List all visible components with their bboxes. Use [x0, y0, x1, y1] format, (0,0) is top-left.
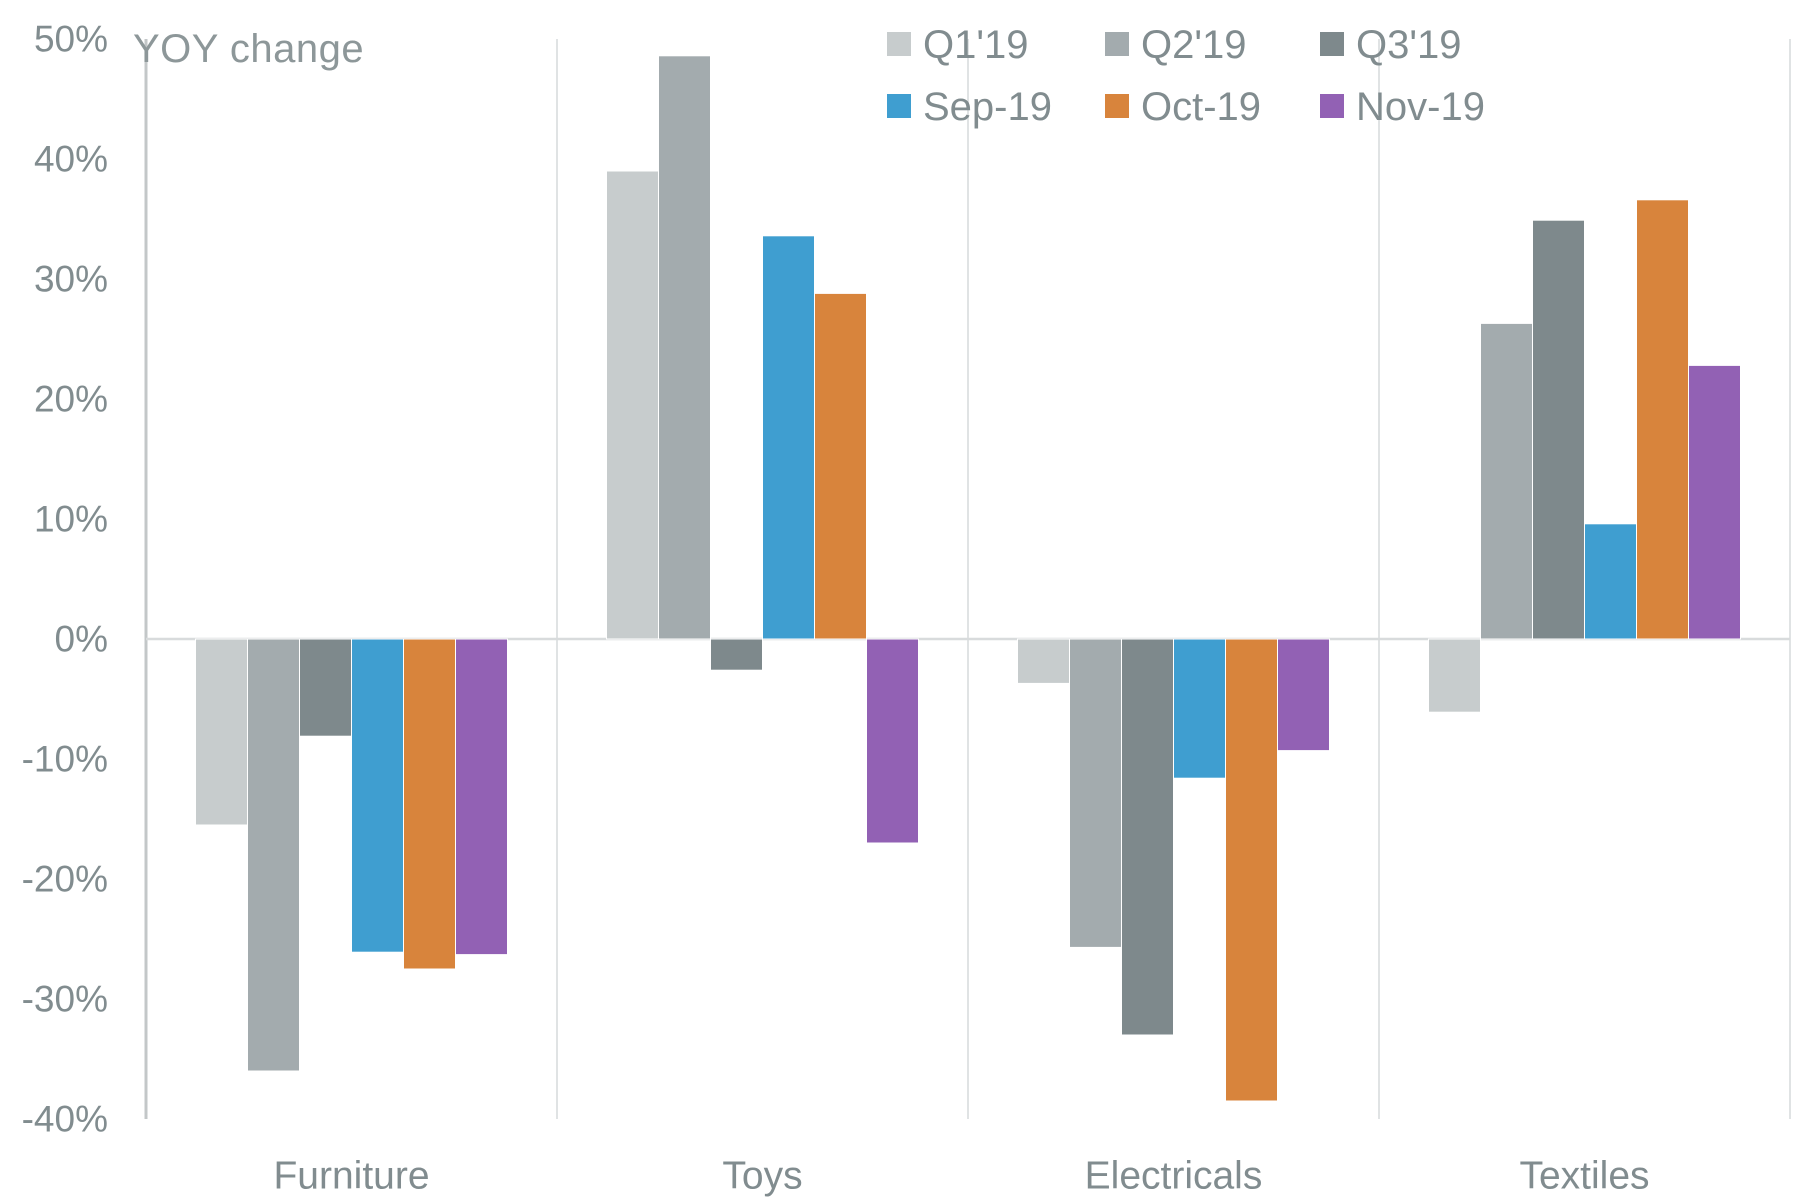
bar-furniture-sep-19 [351, 638, 404, 953]
bar-electricals-q2-19 [1069, 638, 1122, 948]
legend-swatch-q2-19 [1105, 32, 1129, 56]
y-axis-title: YOY change [133, 27, 365, 71]
y-tick-label-0-: 0% [55, 619, 108, 660]
bar-electricals-q3-19 [1121, 638, 1174, 1036]
legend-label-sep-19: Sep-19 [923, 85, 1052, 129]
bar-toys-oct-19 [814, 292, 867, 640]
legend-label-q2-19: Q2'19 [1141, 23, 1247, 67]
legend-swatch-oct-19 [1105, 94, 1129, 118]
legend-label-q3-19: Q3'19 [1356, 23, 1462, 67]
bar-furniture-q1-19 [195, 638, 248, 826]
bar-toys-q2-19 [658, 55, 711, 640]
y-tick-label--20-: -20% [22, 859, 108, 900]
legend-label-nov-19: Nov-19 [1356, 85, 1485, 129]
bar-furniture-oct-19 [403, 638, 456, 970]
legend-swatch-q3-19 [1320, 32, 1344, 56]
bar-electricals-nov-19 [1277, 638, 1330, 752]
y-tick-label--30-: -30% [22, 979, 108, 1020]
legend-swatch-q1-19 [887, 32, 911, 56]
y-tick-label--40-: -40% [22, 1099, 108, 1140]
legend-label-q1-19: Q1'19 [923, 23, 1029, 67]
y-tick-label-20-: 20% [34, 379, 108, 420]
bar-furniture-q3-19 [299, 638, 352, 737]
category-label-furniture: Furniture [273, 1155, 429, 1198]
bar-textiles-q2-19 [1480, 322, 1533, 640]
bar-textiles-oct-19 [1636, 199, 1689, 640]
legend-swatch-nov-19 [1320, 94, 1344, 118]
bar-toys-nov-19 [866, 638, 919, 844]
category-label-toys: Toys [722, 1155, 802, 1198]
bar-textiles-sep-19 [1584, 523, 1637, 640]
bar-electricals-oct-19 [1225, 638, 1278, 1102]
bar-toys-q3-19 [710, 638, 763, 671]
bar-textiles-q1-19 [1428, 638, 1481, 713]
bar-textiles-nov-19 [1688, 364, 1741, 640]
bar-electricals-sep-19 [1173, 638, 1226, 779]
y-tick-label-30-: 30% [34, 259, 108, 300]
bar-textiles-q3-19 [1532, 219, 1585, 640]
bar-furniture-nov-19 [455, 638, 508, 956]
category-label-electricals: Electricals [1085, 1155, 1263, 1198]
bar-toys-q1-19 [606, 170, 659, 640]
y-tick-label-40-: 40% [34, 139, 108, 180]
legend-label-oct-19: Oct-19 [1141, 85, 1261, 129]
legend-swatch-sep-19 [887, 94, 911, 118]
y-tick-label-50-: 50% [34, 19, 108, 60]
bar-electricals-q1-19 [1017, 638, 1070, 684]
y-tick-label--10-: -10% [22, 739, 108, 780]
bar-toys-sep-19 [762, 235, 815, 640]
y-tick-label-10-: 10% [34, 499, 108, 540]
category-label-textiles: Textiles [1519, 1155, 1649, 1198]
bar-furniture-q2-19 [247, 638, 300, 1072]
